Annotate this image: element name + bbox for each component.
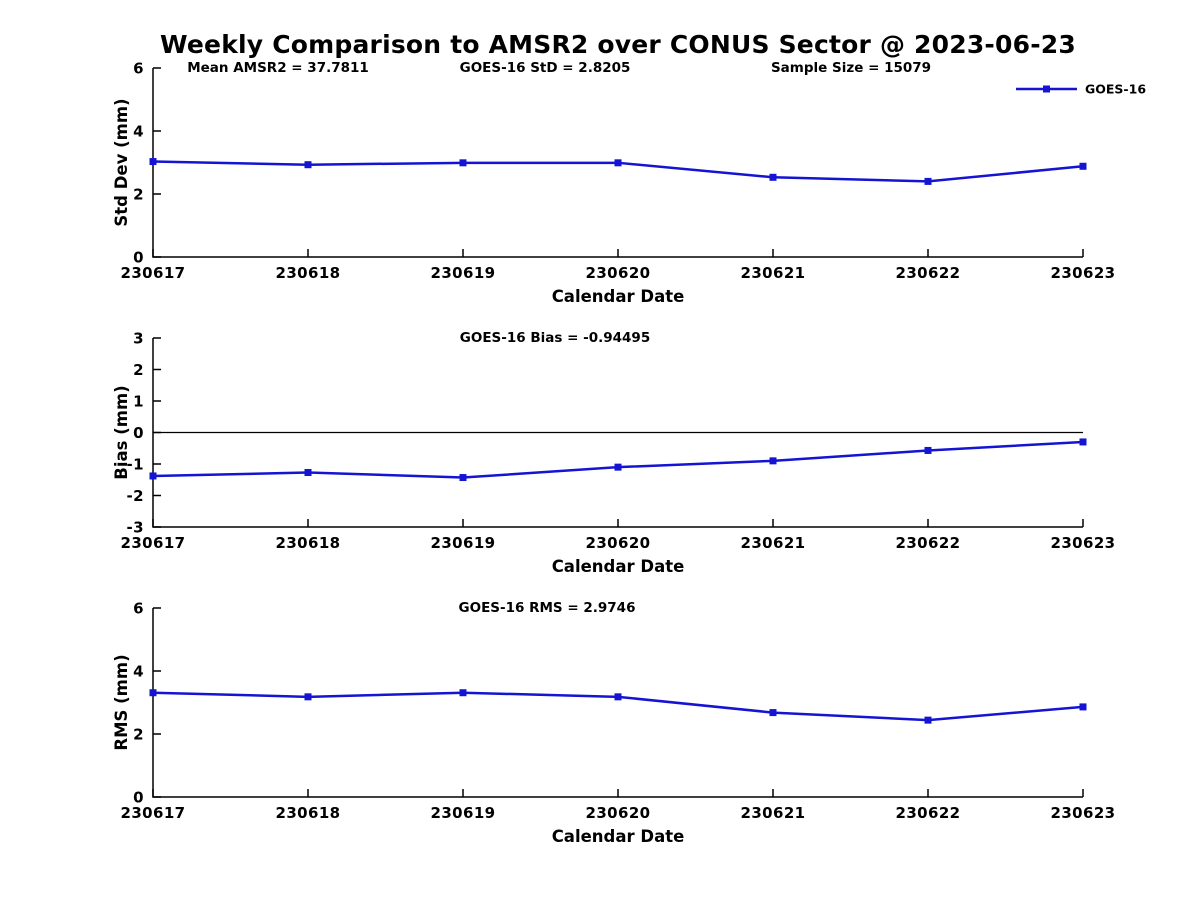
data-point-marker — [769, 709, 777, 717]
data-point-marker — [1079, 703, 1087, 711]
data-point-marker — [304, 161, 312, 169]
data-point-marker — [149, 689, 157, 697]
y-axis-label: RMS (mm) — [112, 654, 131, 750]
x-tick-label: 230619 — [430, 264, 495, 282]
x-tick-label: 230622 — [895, 264, 960, 282]
subplot-annotation: GOES-16 StD = 2.8205 — [460, 60, 631, 76]
data-point-marker — [924, 716, 932, 724]
y-tick-label: 2 — [133, 186, 144, 204]
y-tick-label: 4 — [133, 663, 144, 681]
x-axis-label: Calendar Date — [552, 827, 685, 846]
data-point-marker — [924, 177, 932, 185]
data-point-marker — [459, 474, 467, 482]
x-axis-label: Calendar Date — [552, 557, 685, 576]
subplot-annotation: Mean AMSR2 = 37.7811 — [187, 60, 369, 76]
subplot-annotation: GOES-16 Bias = -0.94495 — [460, 330, 650, 346]
y-tick-label: -3 — [127, 519, 144, 537]
x-tick-label: 230618 — [275, 264, 340, 282]
x-tick-label: 230619 — [430, 804, 495, 822]
x-tick-label: 230621 — [740, 804, 805, 822]
y-tick-label: 2 — [133, 361, 144, 379]
y-axis-label: Std Dev (mm) — [112, 98, 131, 226]
subplot-annotation: GOES-16 RMS = 2.9746 — [459, 600, 636, 616]
data-point-marker — [614, 693, 622, 701]
axis-line — [152, 608, 1083, 798]
x-tick-label: 230622 — [895, 804, 960, 822]
x-tick-label: 230622 — [895, 534, 960, 552]
x-tick-label: 230620 — [585, 804, 650, 822]
data-point-marker — [149, 472, 157, 480]
y-tick-label: 6 — [133, 600, 144, 618]
data-line — [152, 440, 1084, 479]
x-tick-label: 230617 — [120, 804, 185, 822]
data-point-marker — [304, 693, 312, 701]
y-tick-label: 0 — [133, 424, 144, 442]
legend-label: GOES-16 — [1085, 82, 1146, 97]
y-tick-label: 6 — [133, 60, 144, 78]
x-tick-label: 230620 — [585, 534, 650, 552]
y-tick-label: -2 — [127, 487, 144, 505]
data-point-marker — [1079, 438, 1087, 446]
data-point-marker — [924, 446, 932, 454]
y-axis-label: Bias (mm) — [112, 385, 131, 479]
legend-marker — [1043, 85, 1050, 93]
data-point-marker — [614, 159, 622, 167]
y-tick-label: 0 — [133, 249, 144, 267]
x-tick-label: 230621 — [740, 264, 805, 282]
y-tick-label: 2 — [133, 726, 144, 744]
x-tick-label: 230619 — [430, 534, 495, 552]
x-tick-label: 230623 — [1050, 264, 1115, 282]
data-point-marker — [459, 159, 467, 167]
x-axis-label: Calendar Date — [552, 287, 685, 306]
data-point-marker — [1079, 162, 1087, 170]
y-tick-label: 3 — [133, 330, 144, 348]
data-point-marker — [614, 463, 622, 471]
data-point-marker — [149, 158, 157, 166]
x-tick-label: 230618 — [275, 804, 340, 822]
std-dev-panel — [149, 67, 1087, 258]
x-tick-label: 230623 — [1050, 804, 1115, 822]
y-tick-label: -1 — [127, 456, 144, 474]
rms-panel — [149, 607, 1087, 798]
y-tick-label: 0 — [133, 789, 144, 807]
y-tick-label: 4 — [133, 123, 144, 141]
x-tick-label: 230623 — [1050, 534, 1115, 552]
x-tick-label: 230620 — [585, 264, 650, 282]
x-tick-label: 230617 — [120, 264, 185, 282]
bias-panel — [149, 337, 1087, 528]
x-tick-label: 230617 — [120, 534, 185, 552]
data-point-marker — [769, 173, 777, 181]
x-tick-label: 230618 — [275, 534, 340, 552]
data-point-marker — [304, 469, 312, 477]
figure-title: Weekly Comparison to AMSR2 over CONUS Se… — [160, 30, 1076, 59]
x-tick-label: 230621 — [740, 534, 805, 552]
data-point-marker — [459, 689, 467, 697]
y-tick-label: 1 — [133, 393, 144, 411]
data-point-marker — [769, 457, 777, 465]
subplot-annotation: Sample Size = 15079 — [771, 60, 931, 76]
